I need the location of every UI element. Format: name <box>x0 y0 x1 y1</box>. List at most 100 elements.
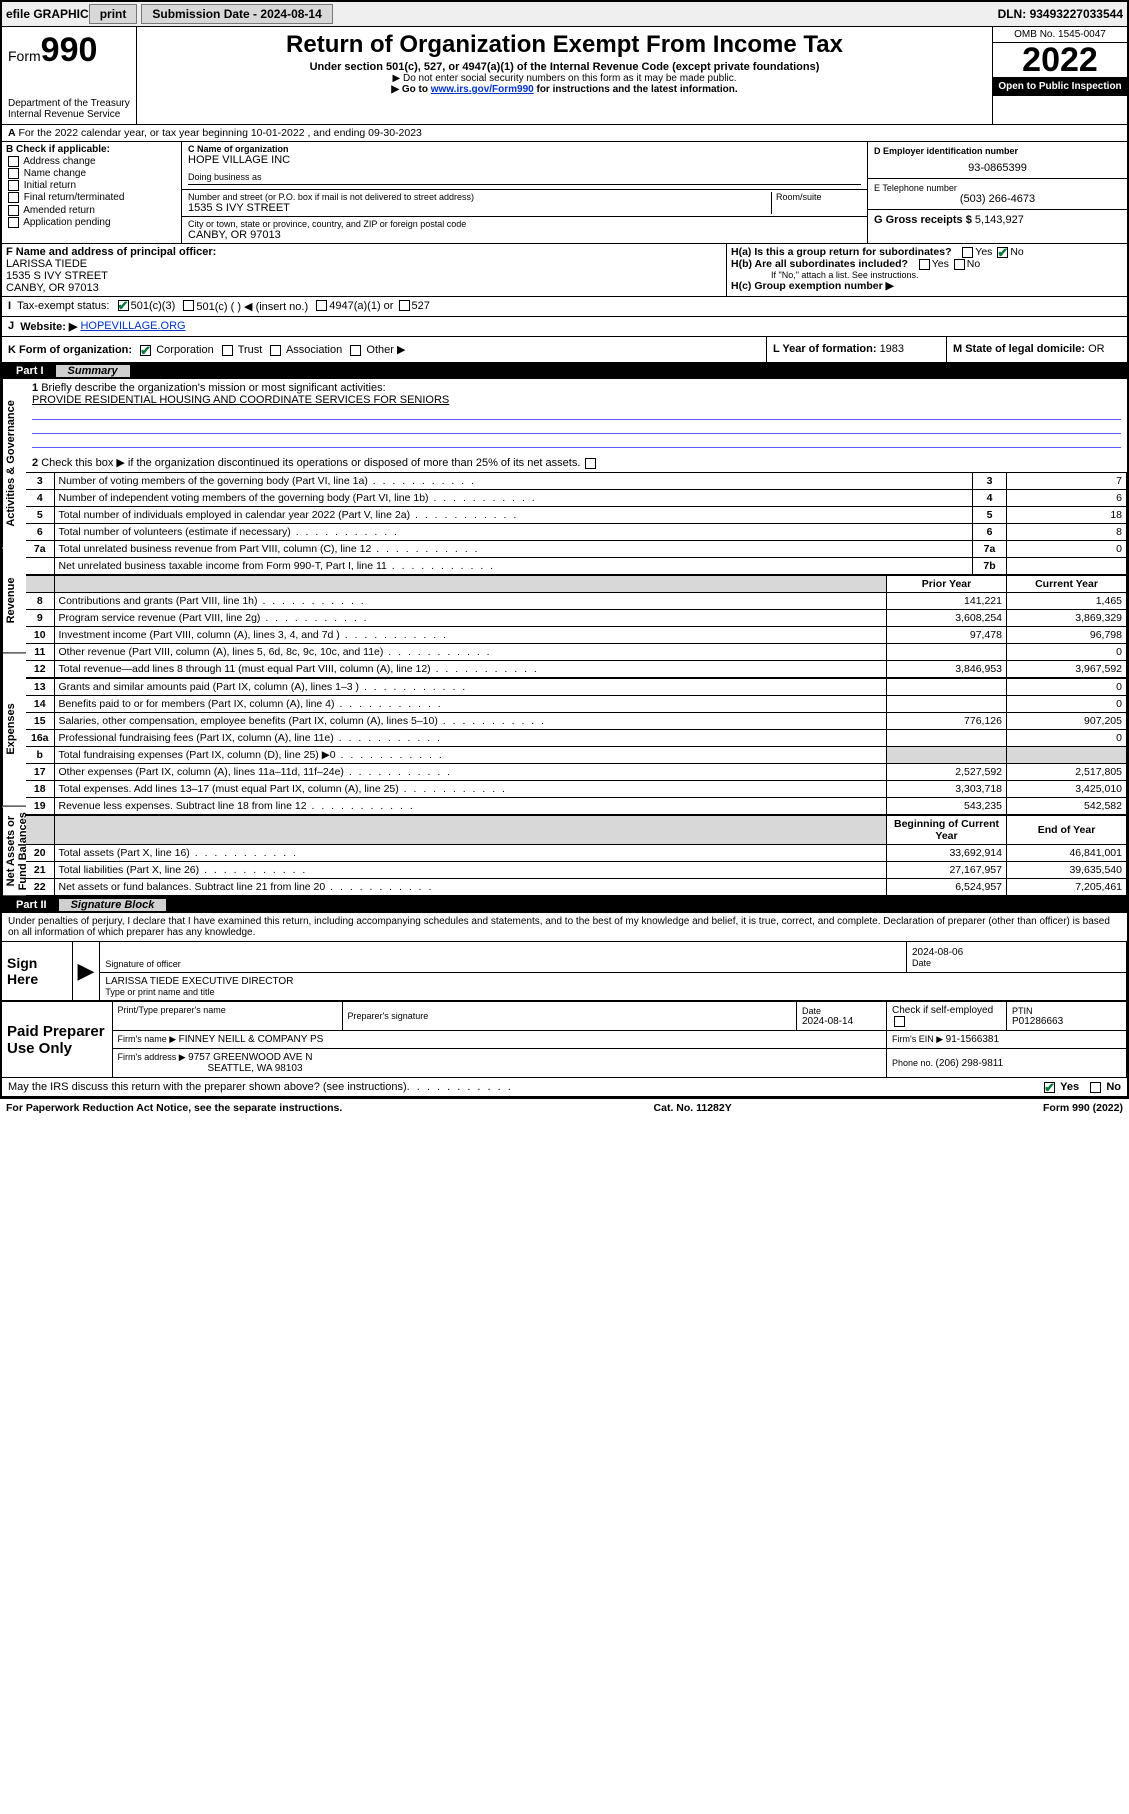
year-formed: 1983 <box>880 343 904 355</box>
form-subtitle: Under section 501(c), 527, or 4947(a)(1)… <box>145 61 984 73</box>
rev-table: Prior Year Current Year 8Contributions a… <box>26 575 1127 678</box>
ssn-note: ▶ Do not enter social security numbers o… <box>145 73 984 84</box>
application-pending-checkbox[interactable] <box>8 217 19 228</box>
table-row: 18Total expenses. Add lines 13–17 (must … <box>26 781 1127 798</box>
irs-label: Internal Revenue Service <box>8 109 130 120</box>
topbar: efile GRAPHIC print Submission Date - 20… <box>2 2 1127 27</box>
ha-no-checkbox[interactable] <box>997 247 1008 258</box>
gov-table: 3Number of voting members of the governi… <box>26 472 1127 575</box>
table-row: 12Total revenue—add lines 8 through 11 (… <box>26 661 1127 678</box>
assoc-checkbox[interactable] <box>270 345 281 356</box>
other-checkbox[interactable] <box>350 345 361 356</box>
initial-return-checkbox[interactable] <box>8 180 19 191</box>
entity-info: B Check if applicable: Address change Na… <box>2 142 1127 244</box>
part1-body: Activities & Governance Revenue Expenses… <box>2 379 1127 897</box>
box-b: B Check if applicable: Address change Na… <box>2 142 182 243</box>
table-row: 8Contributions and grants (Part VIII, li… <box>26 593 1127 610</box>
inspection-badge: Open to Public Inspection <box>993 77 1127 96</box>
ptin: P01286663 <box>1012 1016 1121 1027</box>
table-row: 11Other revenue (Part VIII, column (A), … <box>26 644 1127 661</box>
firm-phone: (206) 298-9811 <box>936 1058 1004 1069</box>
net-label: Net Assets or Fund Balances <box>2 807 26 896</box>
telephone: (503) 266-4673 <box>874 193 1121 205</box>
officer-name: LARISSA TIEDE <box>6 258 87 270</box>
rev-label: Revenue <box>2 548 26 653</box>
page-footer: For Paperwork Reduction Act Notice, see … <box>0 1099 1129 1117</box>
header-year-box: OMB No. 1545-0047 2022 Open to Public In… <box>992 27 1127 124</box>
tax-period: A For the 2022 calendar year, or tax yea… <box>2 125 1127 142</box>
irs-link[interactable]: www.irs.gov/Form990 <box>431 84 534 95</box>
501c3-checkbox[interactable] <box>118 300 129 311</box>
part1-header: Part I Summary <box>2 363 1127 379</box>
table-row: 6Total number of volunteers (estimate if… <box>26 524 1127 541</box>
goto-note: ▶ Go to www.irs.gov/Form990 for instruct… <box>145 84 984 95</box>
header-title-box: Return of Organization Exempt From Incom… <box>137 27 992 124</box>
hb-no-checkbox[interactable] <box>954 259 965 270</box>
efile-label: efile GRAPHIC <box>6 7 89 21</box>
table-row: 17Other expenses (Part IX, column (A), l… <box>26 764 1127 781</box>
dln: DLN: 93493227033544 <box>998 7 1123 21</box>
exp-table: 13Grants and similar amounts paid (Part … <box>26 678 1127 815</box>
501c-checkbox[interactable] <box>183 300 194 311</box>
table-row: 4Number of independent voting members of… <box>26 490 1127 507</box>
klm-row: K Form of organization: Corporation Trus… <box>2 337 1127 363</box>
table-row: 9Program service revenue (Part VIII, lin… <box>26 610 1127 627</box>
signature-table: Sign Here ▶ Signature of officer 2024-08… <box>2 941 1127 1001</box>
officer-group-row: F Name and address of principal officer:… <box>2 244 1127 297</box>
firm-name: FINNEY NEILL & COMPANY PS <box>179 1034 324 1045</box>
discuss-yes-checkbox[interactable] <box>1044 1082 1055 1093</box>
table-row: Net unrelated business taxable income fr… <box>26 558 1127 575</box>
527-checkbox[interactable] <box>399 300 410 311</box>
table-row: 5Total number of individuals employed in… <box>26 507 1127 524</box>
box-c: C Name of organization HOPE VILLAGE INC … <box>182 142 867 243</box>
table-row: 20Total assets (Part X, line 16)33,692,9… <box>26 845 1127 862</box>
header: Form990 Department of the Treasury Inter… <box>2 27 1127 125</box>
org-name: HOPE VILLAGE INC <box>188 154 861 166</box>
amended-return-checkbox[interactable] <box>8 205 19 216</box>
domicile-state: OR <box>1088 343 1105 355</box>
table-row: 19Revenue less expenses. Subtract line 1… <box>26 798 1127 815</box>
discuss-no-checkbox[interactable] <box>1090 1082 1101 1093</box>
ein: 93-0865399 <box>874 162 1121 174</box>
form-container: efile GRAPHIC print Submission Date - 20… <box>0 0 1129 1099</box>
tax-exempt-row: I Tax-exempt status: 501(c)(3) 501(c) ( … <box>2 297 1127 317</box>
form-title: Return of Organization Exempt From Incom… <box>145 31 984 59</box>
net-table: Beginning of Current Year End of Year 20… <box>26 815 1127 896</box>
ha-yes-checkbox[interactable] <box>962 247 973 258</box>
corp-checkbox[interactable] <box>140 345 151 356</box>
dept-label: Department of the Treasury <box>8 98 130 109</box>
preparer-table: Paid Preparer Use Only Print/Type prepar… <box>2 1001 1127 1078</box>
table-row: 3Number of voting members of the governi… <box>26 473 1127 490</box>
officer-printed: LARISSA TIEDE EXECUTIVE DIRECTOR <box>105 976 1121 987</box>
website-link[interactable]: HOPEVILLAGE.ORG <box>80 320 185 333</box>
self-employed-checkbox[interactable] <box>894 1016 905 1027</box>
name-change-checkbox[interactable] <box>8 168 19 179</box>
table-row: 13Grants and similar amounts paid (Part … <box>26 679 1127 696</box>
address-change-checkbox[interactable] <box>8 156 19 167</box>
table-row: 16aProfessional fundraising fees (Part I… <box>26 730 1127 747</box>
org-street: 1535 S IVY STREET <box>188 202 771 214</box>
hb-yes-checkbox[interactable] <box>919 259 930 270</box>
final-return-checkbox[interactable] <box>8 192 19 203</box>
submission-date-button[interactable]: Submission Date - 2024-08-14 <box>141 4 332 24</box>
table-row: 10Investment income (Part VIII, column (… <box>26 627 1127 644</box>
firm-ein: 91-1566381 <box>946 1034 999 1045</box>
trust-checkbox[interactable] <box>222 345 233 356</box>
declaration: Under penalties of perjury, I declare th… <box>2 913 1127 941</box>
table-row: 15Salaries, other compensation, employee… <box>26 713 1127 730</box>
org-city: CANBY, OR 97013 <box>188 229 861 241</box>
table-row: 14Benefits paid to or for members (Part … <box>26 696 1127 713</box>
discontinued-checkbox[interactable] <box>585 458 596 469</box>
box-deg: D Employer identification number 93-0865… <box>867 142 1127 243</box>
gross-receipts: 5,143,927 <box>975 214 1024 226</box>
print-button[interactable]: print <box>89 4 138 24</box>
4947-checkbox[interactable] <box>316 300 327 311</box>
header-form-box: Form990 Department of the Treasury Inter… <box>2 27 137 124</box>
discuss-row: May the IRS discuss this return with the… <box>2 1078 1127 1097</box>
table-row: 22Net assets or fund balances. Subtract … <box>26 879 1127 896</box>
website-row: J Website: ▶ HOPEVILLAGE.ORG <box>2 317 1127 337</box>
gov-label: Activities & Governance <box>2 379 26 548</box>
part2-header: Part II Signature Block <box>2 897 1127 913</box>
table-row: bTotal fundraising expenses (Part IX, co… <box>26 747 1127 764</box>
tax-year: 2022 <box>993 43 1127 77</box>
